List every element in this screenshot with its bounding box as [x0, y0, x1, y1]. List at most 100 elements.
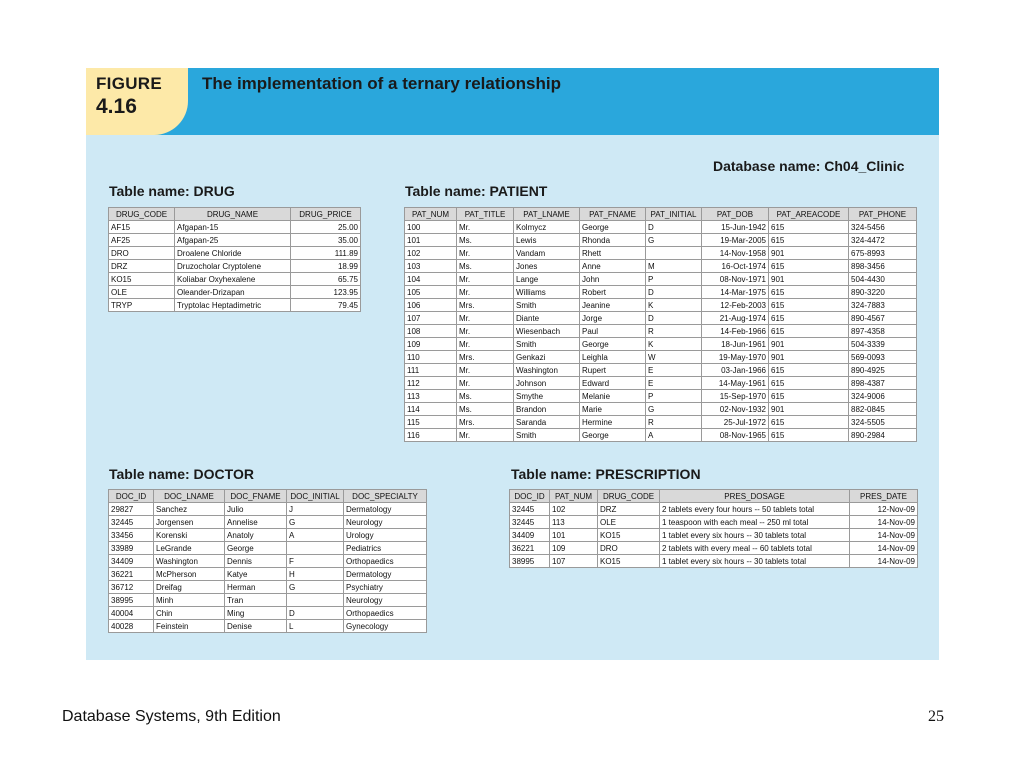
table-cell: Ming [224, 606, 287, 620]
table-cell: K [645, 337, 702, 351]
table-cell: Johnson [513, 376, 580, 390]
table-cell: Annelise [224, 515, 287, 529]
table-cell: DRO [597, 541, 660, 555]
table-cell: 109 [404, 337, 457, 351]
column-header: DRUG_PRICE [290, 207, 361, 221]
table-cell: 107 [404, 311, 457, 325]
table-cell: Ms. [456, 389, 514, 403]
table-cell: Tran [224, 593, 287, 607]
table-row: 36221 109 DRO 2 tablets with every meal -- … [509, 541, 918, 555]
table-cell: Mr. [456, 311, 514, 325]
table-cell: John [579, 272, 646, 286]
table-row: 36712 Dreifag Herman G Psychiatry [108, 580, 427, 594]
doctor-table-title: Table name: DOCTOR [109, 466, 254, 482]
table-cell: Feinstein [153, 619, 225, 633]
table-header-row: DOC_ID PAT_NUM DRUG_CODE PRES_DOSAGE PRES_DA… [509, 489, 918, 503]
table-cell: 901 [768, 350, 849, 364]
table-cell: 1 tablet every six hours -- 30 tablets t… [659, 554, 850, 568]
table-cell: KO15 [108, 272, 175, 286]
table-cell: 615 [768, 233, 849, 247]
column-header: PAT_AREACODE [768, 207, 849, 221]
table-cell: 615 [768, 415, 849, 429]
table-cell [645, 246, 702, 260]
table-cell: 615 [768, 363, 849, 377]
table-cell: KO15 [597, 528, 660, 542]
table-cell: Saranda [513, 415, 580, 429]
table-cell: Chin [153, 606, 225, 620]
column-header: PAT_LNAME [513, 207, 580, 221]
table-cell: Rhett [579, 246, 646, 260]
table-cell: R [645, 415, 702, 429]
table-cell: Marie [579, 402, 646, 416]
table-cell: D [645, 285, 702, 299]
column-header: DOC_FNAME [224, 489, 287, 503]
column-header: DOC_ID [108, 489, 154, 503]
drug-table-title: Table name: DRUG [109, 183, 235, 199]
table-cell: 675-8993 [848, 246, 917, 260]
table-cell: 14-Feb-1966 [701, 324, 769, 338]
table-cell: W [645, 350, 702, 364]
table-row: 34409 101 KO15 1 tablet every six hours -- … [509, 528, 918, 542]
table-row: 114 Ms. Brandon Marie G 02-Nov-1932 901 882-084… [404, 402, 917, 416]
table-cell: DRO [108, 246, 175, 260]
table-cell: 02-Nov-1932 [701, 402, 769, 416]
table-cell: 615 [768, 428, 849, 442]
column-header: PAT_NUM [404, 207, 457, 221]
table-row: 113 Ms. Smythe Melanie P 15-Sep-1970 615 324-90… [404, 389, 917, 403]
table-cell: Dermatology [343, 567, 427, 581]
table-cell: M [645, 259, 702, 273]
table-row: AF15 Afgapan-15 25.00 [108, 220, 361, 234]
table-row: OLE Oleander-Drizapan 123.95 [108, 285, 361, 299]
figure-label: FIGURE [96, 74, 163, 93]
table-row: 40004 Chin Ming D Orthopaedics [108, 606, 427, 620]
table-row: 101 Ms. Lewis Rhonda G 19-Mar-2005 615 324-4472 [404, 233, 917, 247]
table-cell: G [645, 233, 702, 247]
table-cell: Afgapan-15 [174, 220, 291, 234]
table-cell: Rhonda [579, 233, 646, 247]
table-cell: Afgapan-25 [174, 233, 291, 247]
column-header: PAT_DOB [701, 207, 769, 221]
table-cell: 324-4472 [848, 233, 917, 247]
table-cell: 104 [404, 272, 457, 286]
table-row: 103 Ms. Jones Anne M 16-Oct-1974 615 898-3456 [404, 259, 917, 273]
column-header: DOC_SPECIALTY [343, 489, 427, 503]
table-cell: 102 [549, 502, 598, 516]
column-header: PAT_PHONE [848, 207, 917, 221]
table-cell: Lange [513, 272, 580, 286]
table-cell: 18.99 [290, 259, 361, 273]
table-cell: Gynecology [343, 619, 427, 633]
table-cell: Jorge [579, 311, 646, 325]
table-cell: Washington [513, 363, 580, 377]
table-cell: 38995 [108, 593, 154, 607]
table-cell: D [645, 220, 702, 234]
table-cell: L [286, 619, 344, 633]
footer-book-title: Database Systems, 9th Edition [62, 708, 281, 725]
table-cell: Julio [224, 502, 287, 516]
table-cell: Smith [513, 337, 580, 351]
table-cell: P [645, 389, 702, 403]
table-cell: Mr. [456, 376, 514, 390]
table-cell: 324-5456 [848, 220, 917, 234]
table-cell: Minh [153, 593, 225, 607]
table-row: 29827 Sanchez Julio J Dermatology [108, 502, 427, 516]
table-cell: Ms. [456, 233, 514, 247]
table-cell: Dennis [224, 554, 287, 568]
table-cell: E [645, 376, 702, 390]
table-cell: George [579, 220, 646, 234]
table-cell: G [645, 402, 702, 416]
table-cell: 897-4358 [848, 324, 917, 338]
table-row: AF25 Afgapan-25 35.00 [108, 233, 361, 247]
table-cell: Neurology [343, 593, 427, 607]
table-cell: 15-Sep-1970 [701, 389, 769, 403]
table-cell: Druzocholar Cryptolene [174, 259, 291, 273]
table-cell: Korenski [153, 528, 225, 542]
table-row: 32445 102 DRZ 2 tablets every four hours --… [509, 502, 918, 516]
table-cell: P [645, 272, 702, 286]
table-cell: Mr. [456, 246, 514, 260]
table-cell: George [579, 337, 646, 351]
table-cell: 901 [768, 402, 849, 416]
table-cell: LeGrande [153, 541, 225, 555]
column-header: DRUG_NAME [174, 207, 291, 221]
table-cell: 615 [768, 259, 849, 273]
table-cell: 08-Nov-1971 [701, 272, 769, 286]
